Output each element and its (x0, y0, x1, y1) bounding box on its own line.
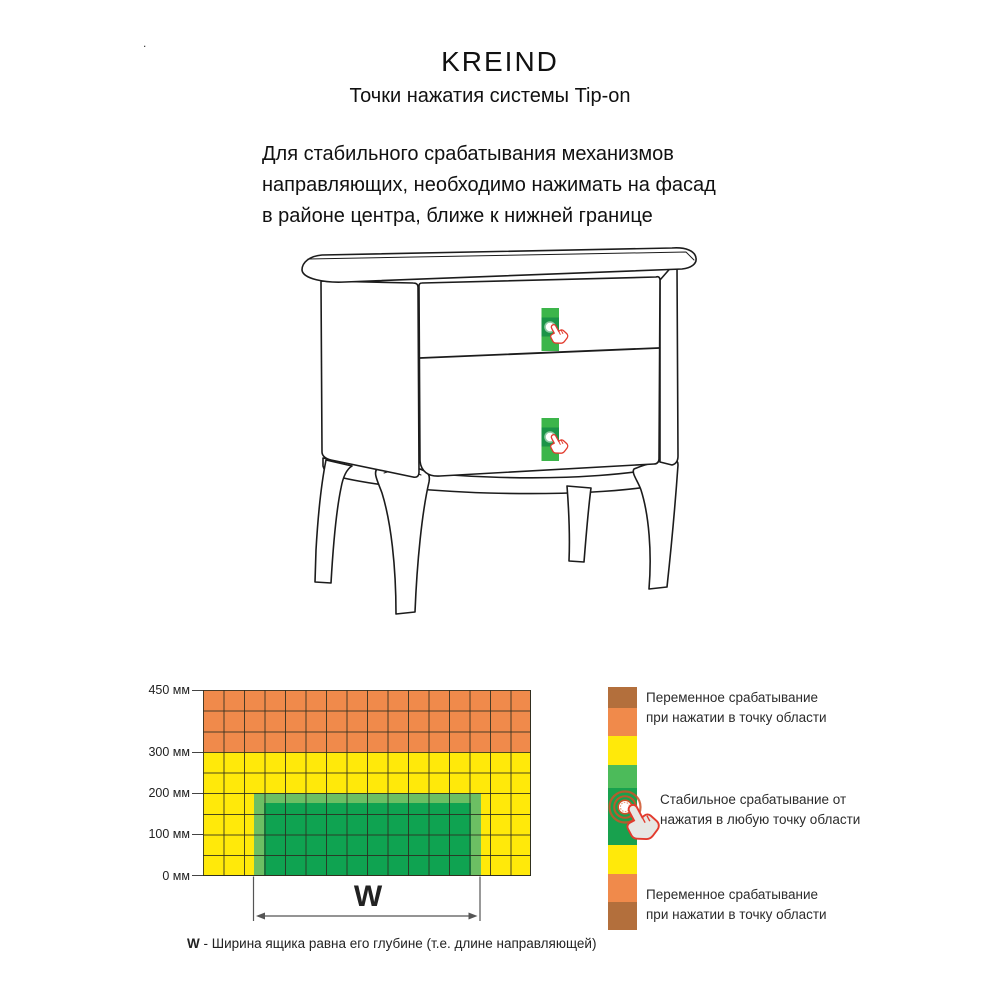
legend-line: при нажатии в точку области (646, 709, 827, 725)
tick-mark (192, 834, 203, 835)
tick-mark (192, 793, 203, 794)
legend-seg-yellow (608, 736, 637, 765)
tick-200mm: 200 мм (148, 786, 190, 800)
legend-line: при нажатии в точку области (646, 906, 827, 922)
legend-hand-icon (626, 803, 660, 841)
description-line: Для стабильного срабатывания механизмов (262, 143, 674, 165)
width-footnote: W - Ширина ящика равна его глубине (т.е.… (187, 936, 596, 951)
legend-item-variable-top: Переменное срабатывание при нажатии в то… (646, 688, 827, 727)
tick-300mm: 300 мм (148, 745, 190, 759)
tick-100mm: 100 мм (148, 827, 190, 841)
right-side-panel (659, 262, 679, 466)
stray-dot: . (143, 36, 147, 50)
legend-seg-orange (608, 708, 637, 736)
press-hand-icon (550, 324, 569, 344)
leg-back-right (566, 485, 592, 563)
tick-450mm: 450 мм (148, 683, 190, 697)
width-dimension (252, 876, 481, 921)
legend-seg-brown (608, 687, 637, 708)
legend-seg-yellow (608, 845, 637, 874)
legend-line: Стабильное срабатывание от (660, 792, 847, 807)
legend-line: нажатия в любую точку области (660, 811, 861, 827)
page-subtitle: Точки нажатия системы Tip-on (349, 85, 631, 107)
legend-seg-green (608, 765, 637, 788)
description-line: в районе центра, ближе к нижней границе (262, 205, 653, 227)
grid-lines (203, 690, 531, 876)
lid (301, 247, 697, 283)
leg-back-left (314, 459, 353, 584)
legend-line: Переменное срабатывание (646, 887, 819, 902)
footnote-w: W (187, 936, 200, 951)
drawer-divider (419, 347, 660, 359)
tick-mark (192, 752, 203, 753)
legend-seg-brown (608, 902, 637, 930)
footnote-text: - Ширина ящика равна его глубине (т.е. д… (199, 936, 597, 951)
legend-line: Переменное срабатывание (646, 690, 819, 705)
legend-item-variable-bottom: Переменное срабатывание при нажатии в то… (646, 885, 827, 924)
drawer-front-face (418, 275, 661, 477)
press-hand-icon (550, 434, 569, 454)
tick-mark (192, 690, 203, 691)
legend-item-stable: Стабильное срабатывание от нажатия в люб… (660, 790, 860, 829)
leg-front-right (632, 459, 679, 590)
press-point-top (541, 308, 569, 351)
legend-press-icon (608, 790, 660, 841)
tick-mark (192, 875, 203, 876)
press-point-bottom (541, 418, 569, 461)
legend-seg-orange (608, 874, 637, 902)
page-title: KREIND (441, 46, 559, 77)
side-panel (320, 280, 420, 479)
tick-0mm: 0 мм (162, 869, 190, 883)
leg-front-left (374, 465, 431, 615)
lid-molding (307, 251, 695, 261)
width-label: W (353, 880, 383, 913)
nightstand-illustration (301, 247, 697, 615)
description-paragraph: Для стабильного срабатывания механизмов … (262, 139, 782, 232)
press-zone-grid (203, 690, 531, 876)
description-line: направляющих, необходимо нажимать на фас… (262, 174, 716, 196)
